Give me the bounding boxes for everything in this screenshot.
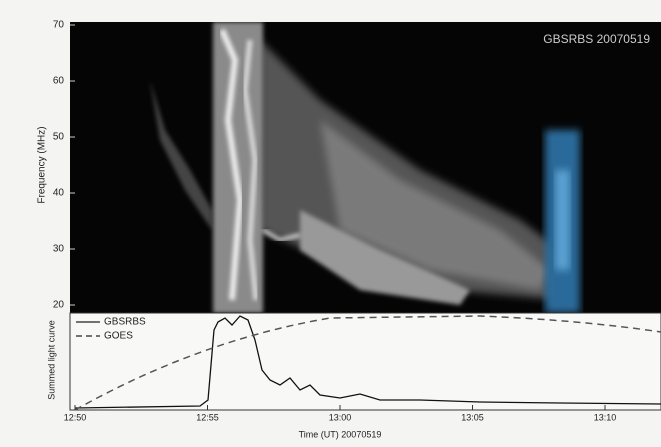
x-tick-label: 12:55 [196, 412, 219, 422]
y-axis-title: Frequency (MHz) [37, 126, 48, 203]
x-tick-label: 13:10 [594, 412, 617, 422]
x-tick-label: 13:00 [329, 412, 352, 422]
y-tick-label: 60 [53, 76, 65, 87]
x-tick-label: 13:05 [461, 412, 484, 422]
annotation: GBSRBS 20070519 [543, 32, 650, 46]
x-tick-label: 12:50 [64, 412, 87, 422]
lightcurve-y-title: Summed light curve [46, 320, 56, 400]
y-tick-label: 40 [53, 188, 65, 199]
y-tick-label: 20 [53, 300, 65, 311]
y-tick-label: 70 [53, 20, 65, 31]
legend-label: GOES [104, 331, 133, 342]
figure: GBSRBS 20070519 Frequency (MHz) Summed l… [0, 0, 661, 447]
legend-label: GBSRBS [104, 317, 146, 328]
y-tick-label: 50 [53, 132, 65, 143]
y-tick-label: 30 [53, 244, 65, 255]
x-axis-title: Time (UT) 20070519 [299, 429, 382, 439]
